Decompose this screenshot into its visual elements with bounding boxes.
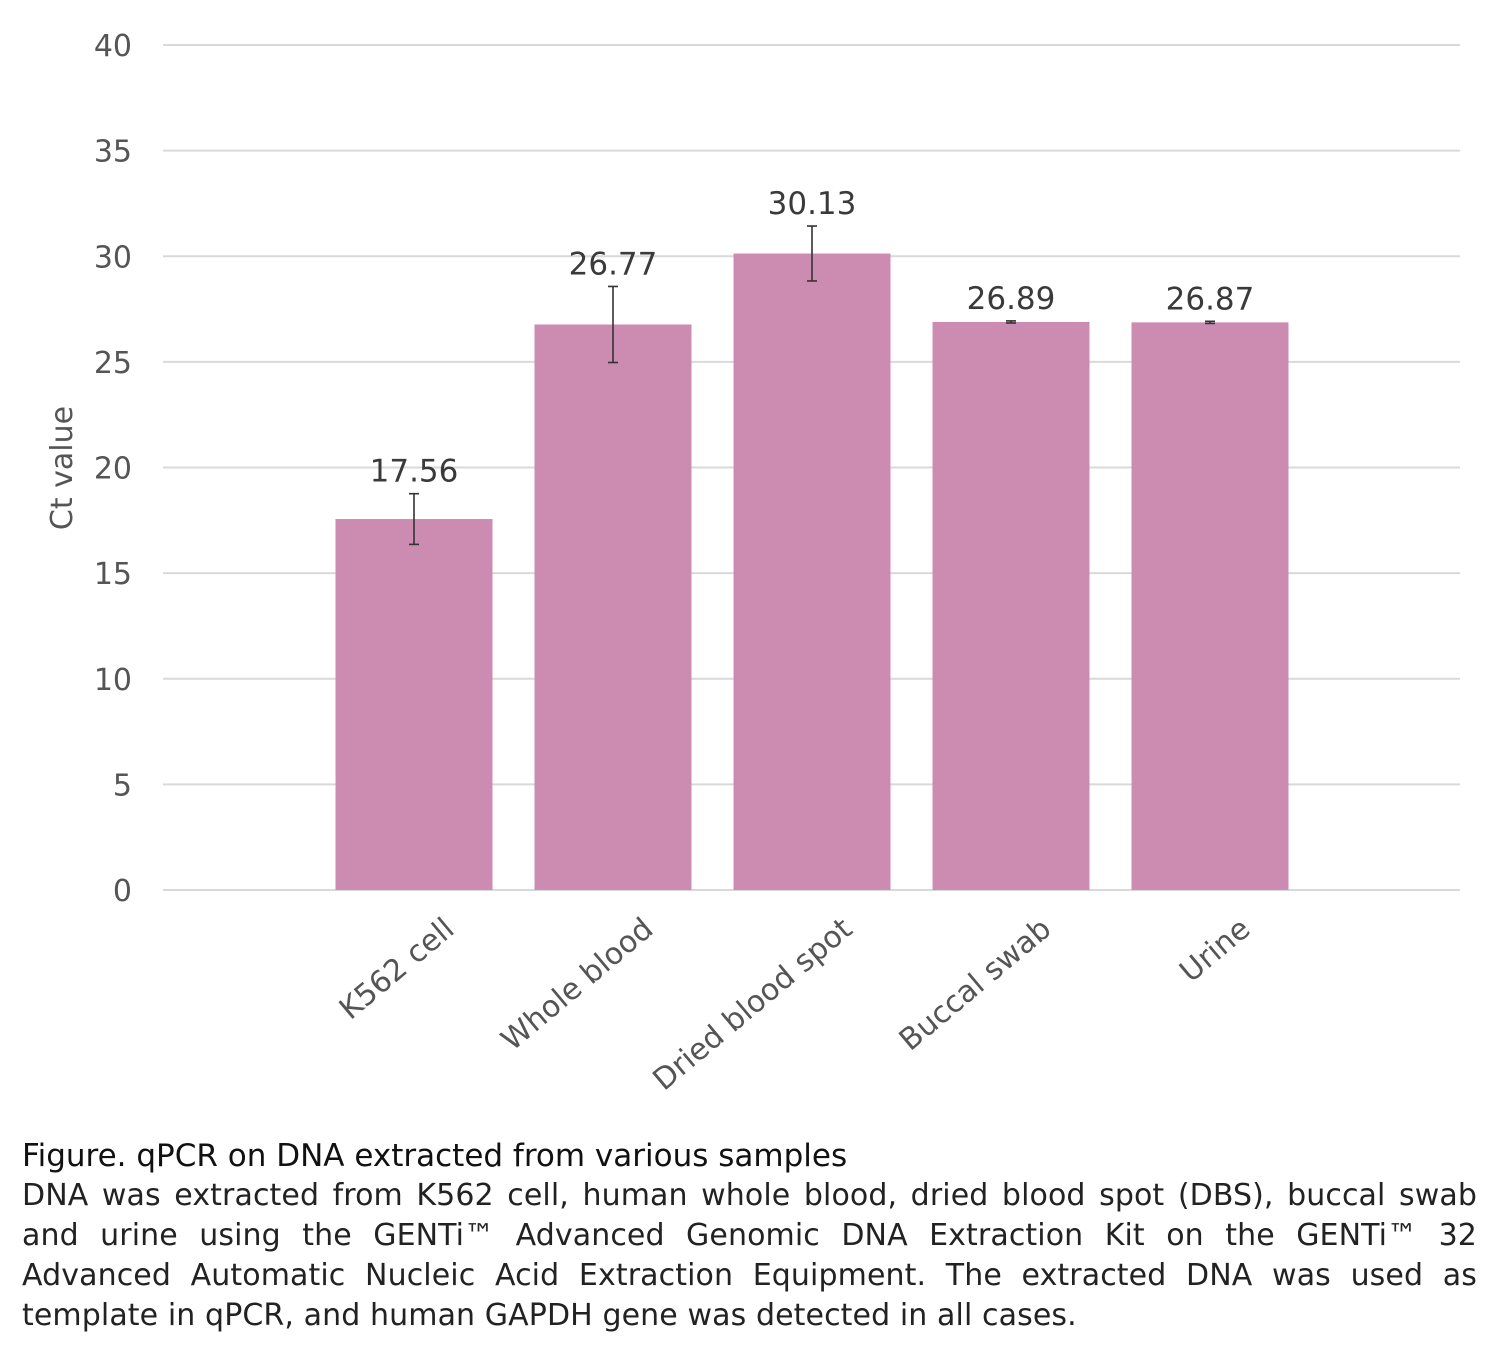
y-tick-label: 0 [113,874,132,909]
y-tick-label: 40 [94,29,132,64]
bar [932,321,1090,891]
error-bar [1205,320,1215,325]
x-category-label: K562 cell [333,911,461,1027]
y-tick-label: 30 [94,240,132,275]
error-bar [807,225,817,282]
x-category-label: Dried blood spot [646,911,859,1098]
y-tick-label: 5 [113,768,132,803]
y-tick-label: 35 [94,135,132,170]
data-label: 26.89 [967,281,1056,317]
data-label: 30.13 [768,186,857,222]
data-label: 26.77 [569,246,658,282]
bar-chart: 0 5 10 15 20 25 30 35 40 17.56 26.77 30.13 26.89 26.… [45,29,1460,1098]
error-bars [409,225,1215,546]
y-tick-label: 25 [94,346,132,381]
y-axis-ticks: 0 5 10 15 20 25 30 35 40 [94,29,132,909]
error-bar [409,492,419,546]
error-bar [1006,320,1016,324]
data-label: 26.87 [1166,281,1255,317]
bar [534,324,692,890]
data-labels: 17.56 26.77 30.13 26.89 26.87 [370,186,1255,490]
y-tick-label: 20 [94,452,132,487]
x-category-label: Buccal swab [893,911,1058,1058]
bar [335,519,493,890]
y-axis-title: Ct value [45,406,80,530]
bar [733,253,891,890]
x-category-label: Urine [1173,911,1257,989]
y-tick-label: 15 [94,557,132,592]
x-category-label: Whole blood [495,911,660,1058]
figure-caption-body: DNA was extracted from K562 cell, human … [22,1178,1477,1333]
bars [335,253,1289,891]
figure-caption-title: Figure. qPCR on DNA extracted from vario… [22,1138,848,1174]
data-label: 17.56 [370,454,459,490]
bar [1131,322,1289,891]
error-bar [608,285,618,364]
y-tick-label: 10 [94,663,132,698]
